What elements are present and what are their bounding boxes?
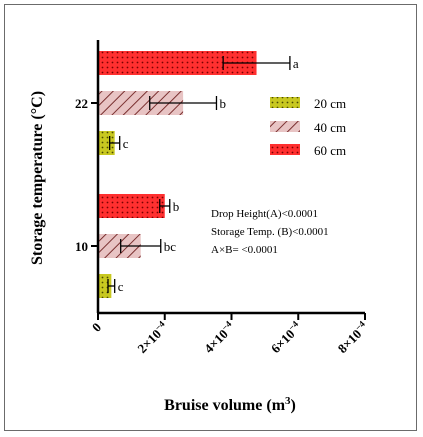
axes <box>96 40 365 315</box>
y-ticks-layer: 10 22 <box>75 96 98 254</box>
bars-layer <box>98 51 257 298</box>
significance-letter: bc <box>164 239 177 254</box>
annotation-line: A×B= <0.0001 <box>211 244 278 256</box>
x-ticks-layer: 0 2×10−4 4×10−4 6×10−4 8×10−4 <box>89 313 372 356</box>
bar-10c-60cm <box>98 194 165 218</box>
chart-frame <box>4 4 417 431</box>
statistics-annotation: Drop Height(A)<0.0001 Storage Temp. (B)<0… <box>211 208 329 256</box>
legend-label-20cm: 20 cm <box>314 96 346 111</box>
y-axis-title: Storage temperature (°C) <box>29 91 46 265</box>
x-tick-label: 6×10−4 <box>267 318 305 356</box>
bar-22c-20cm <box>98 131 115 155</box>
annotation-line: Drop Height(A)<0.0001 <box>211 208 318 220</box>
legend-label-40cm: 40 cm <box>314 120 346 135</box>
significance-letter: b <box>173 199 180 214</box>
legend-label-60cm: 60 cm <box>314 143 346 158</box>
y-tick-label-22: 22 <box>75 96 88 111</box>
y-tick-label-10: 10 <box>75 239 88 254</box>
error-bars-layer <box>107 56 291 293</box>
x-tick-label: 8×10−4 <box>334 318 372 356</box>
x-tick-label: 2×10−4 <box>134 318 172 356</box>
x-tick-label: 0 <box>89 320 104 335</box>
significance-letter: a <box>293 56 299 71</box>
x-tick-label: 4×10−4 <box>200 318 238 356</box>
legend-swatch-20cm <box>270 97 300 108</box>
annotation-line: Storage Temp. (B)<0.0001 <box>211 226 329 238</box>
legend-swatch-40cm <box>270 121 300 132</box>
significance-letter: c <box>118 279 124 294</box>
significance-letter: c <box>123 136 129 151</box>
x-axis-title: Bruise volume (m3) <box>164 395 296 414</box>
legend: 20 cm 40 cm 60 cm <box>270 96 346 158</box>
legend-swatch-60cm <box>270 144 300 155</box>
significance-letter: b <box>219 96 226 111</box>
